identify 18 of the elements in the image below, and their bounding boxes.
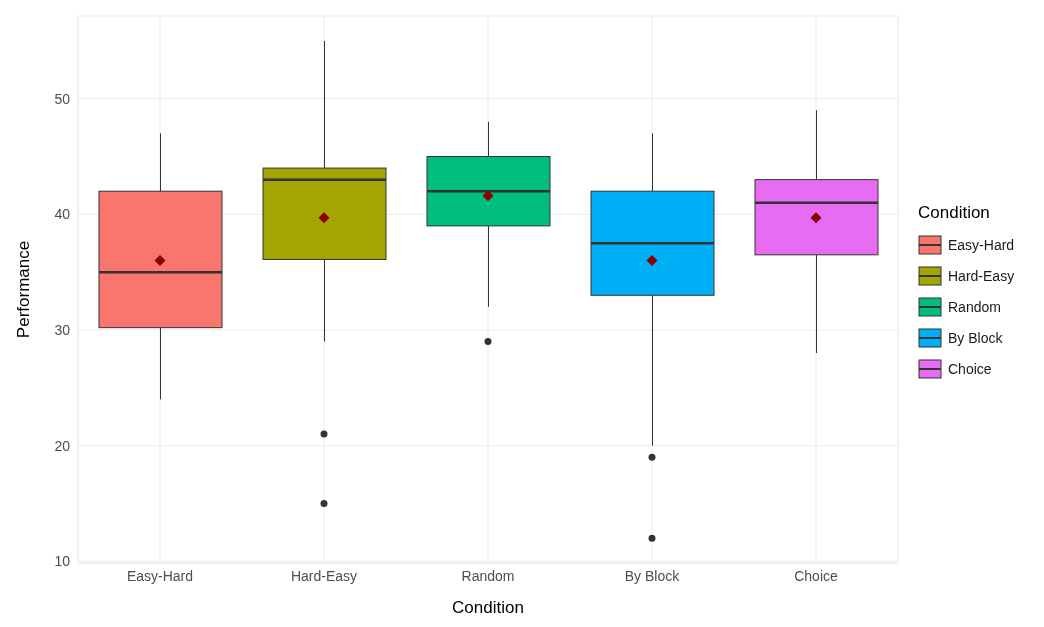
x-tick-label: By Block — [624, 567, 681, 584]
x-tick-label: Easy-Hard — [126, 567, 194, 584]
y-axis-title: Performance — [14, 240, 34, 339]
y-tick-label: 10 — [54, 553, 71, 570]
legend-label: Choice — [948, 360, 992, 377]
x-tick-label: Hard-Easy — [290, 567, 358, 584]
x-tick-label: Random — [461, 567, 515, 584]
legend-label: By Block — [948, 329, 1003, 346]
legend-label: Easy-Hard — [948, 236, 1015, 253]
legend-title: Condition — [918, 203, 991, 223]
y-tick-label: 50 — [54, 90, 71, 107]
x-axis-title: Condition — [452, 598, 524, 617]
legend-label: Random — [948, 298, 1001, 315]
legend-label: Hard-Easy — [948, 267, 1015, 284]
y-tick-label: 40 — [54, 206, 71, 223]
x-tick-label: Choice — [794, 567, 838, 584]
y-tick-label: 20 — [54, 437, 71, 454]
y-tick-label: 30 — [54, 321, 71, 338]
